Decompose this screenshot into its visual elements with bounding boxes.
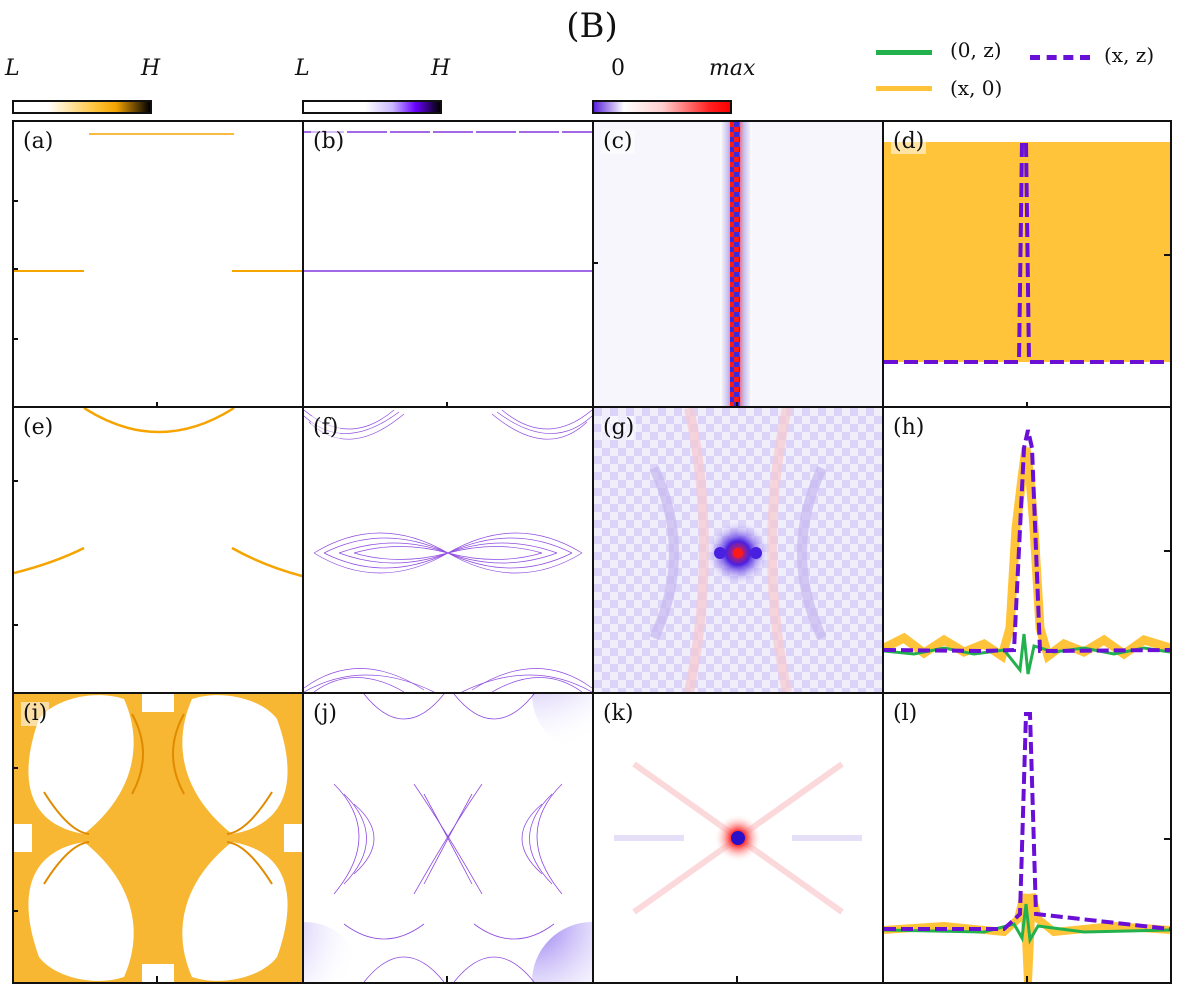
panel-a-plot (14, 133, 302, 272)
tick (446, 976, 448, 982)
tick (12, 200, 18, 202)
tick (1026, 402, 1028, 408)
colorbar-diverging (592, 100, 732, 114)
panel-k: (k) (592, 692, 884, 984)
panel-e-label: (e) (21, 415, 56, 440)
legend-orange-line (876, 86, 932, 91)
tick (156, 976, 158, 982)
panel-c-label: (c) (601, 129, 635, 154)
legend-green-label: (0, z) (950, 38, 1002, 62)
colorbar-orange-low-label: L (5, 56, 20, 81)
panel-j-plot (304, 694, 592, 982)
panel-d-plot (884, 140, 1170, 364)
colorbar-diverging-high-label: max (709, 56, 756, 81)
panel-k-label: (k) (601, 701, 636, 726)
panel-j: (j) (302, 692, 594, 984)
panel-l-plot (884, 712, 1170, 982)
panel-l: (l) (882, 692, 1172, 984)
figure-title: (B) (566, 6, 618, 46)
panel-i-plot (14, 694, 302, 982)
tick (12, 268, 18, 270)
panel-g: (g) (592, 406, 884, 694)
tick (12, 480, 18, 482)
panel-f: (f) (302, 406, 594, 694)
panel-i: (i) (12, 692, 304, 984)
tick (1164, 838, 1170, 840)
panel-g-label: (g) (601, 415, 637, 440)
tick (156, 402, 158, 408)
panel-a-label: (a) (21, 129, 56, 154)
panel-e: (e) (12, 406, 304, 694)
panel-f-plot (304, 409, 592, 692)
panel-h-label: (h) (891, 415, 927, 440)
panel-j-label: (j) (311, 701, 339, 726)
panel-d: (d) (882, 120, 1172, 408)
legend-green-line (876, 50, 932, 55)
colorbar-orange-high-label: H (141, 56, 161, 81)
tick (12, 338, 18, 340)
tick (12, 624, 18, 626)
panel-h: (h) (882, 406, 1172, 694)
legend-orange-label: (x, 0) (950, 76, 1003, 100)
panel-b: (b) (302, 120, 594, 408)
panel-b-plot (304, 131, 592, 272)
panel-c-plot (594, 122, 882, 406)
tick (736, 976, 738, 982)
colorbar-purple (302, 100, 442, 114)
tick (446, 402, 448, 408)
panel-f-label: (f) (311, 415, 341, 440)
legend-purple-dash (1030, 55, 1090, 60)
panel-e-plot (14, 408, 302, 578)
colorbar-diverging-low-label: 0 (611, 56, 625, 81)
panel-b-label: (b) (311, 129, 347, 154)
panel-h-plot (884, 429, 1170, 675)
panel-l-label: (l) (891, 701, 920, 726)
panel-g-plot (594, 408, 882, 692)
tick (736, 402, 738, 408)
colorbar-purple-high-label: H (431, 56, 451, 81)
panel-k-plot (614, 761, 862, 915)
panel-i-label: (i) (21, 701, 50, 726)
legend-purple-label: (x, z) (1104, 43, 1155, 67)
tick (1164, 254, 1170, 256)
tick (1164, 550, 1170, 552)
tick (12, 910, 18, 912)
tick (12, 767, 18, 769)
colorbar-purple-low-label: L (295, 56, 310, 81)
tick (1026, 976, 1028, 982)
panel-a: (a) (12, 120, 304, 408)
colorbar-orange (12, 100, 152, 114)
panel-c: (c) (592, 120, 884, 408)
panel-d-label: (d) (891, 129, 927, 154)
tick (592, 262, 598, 264)
